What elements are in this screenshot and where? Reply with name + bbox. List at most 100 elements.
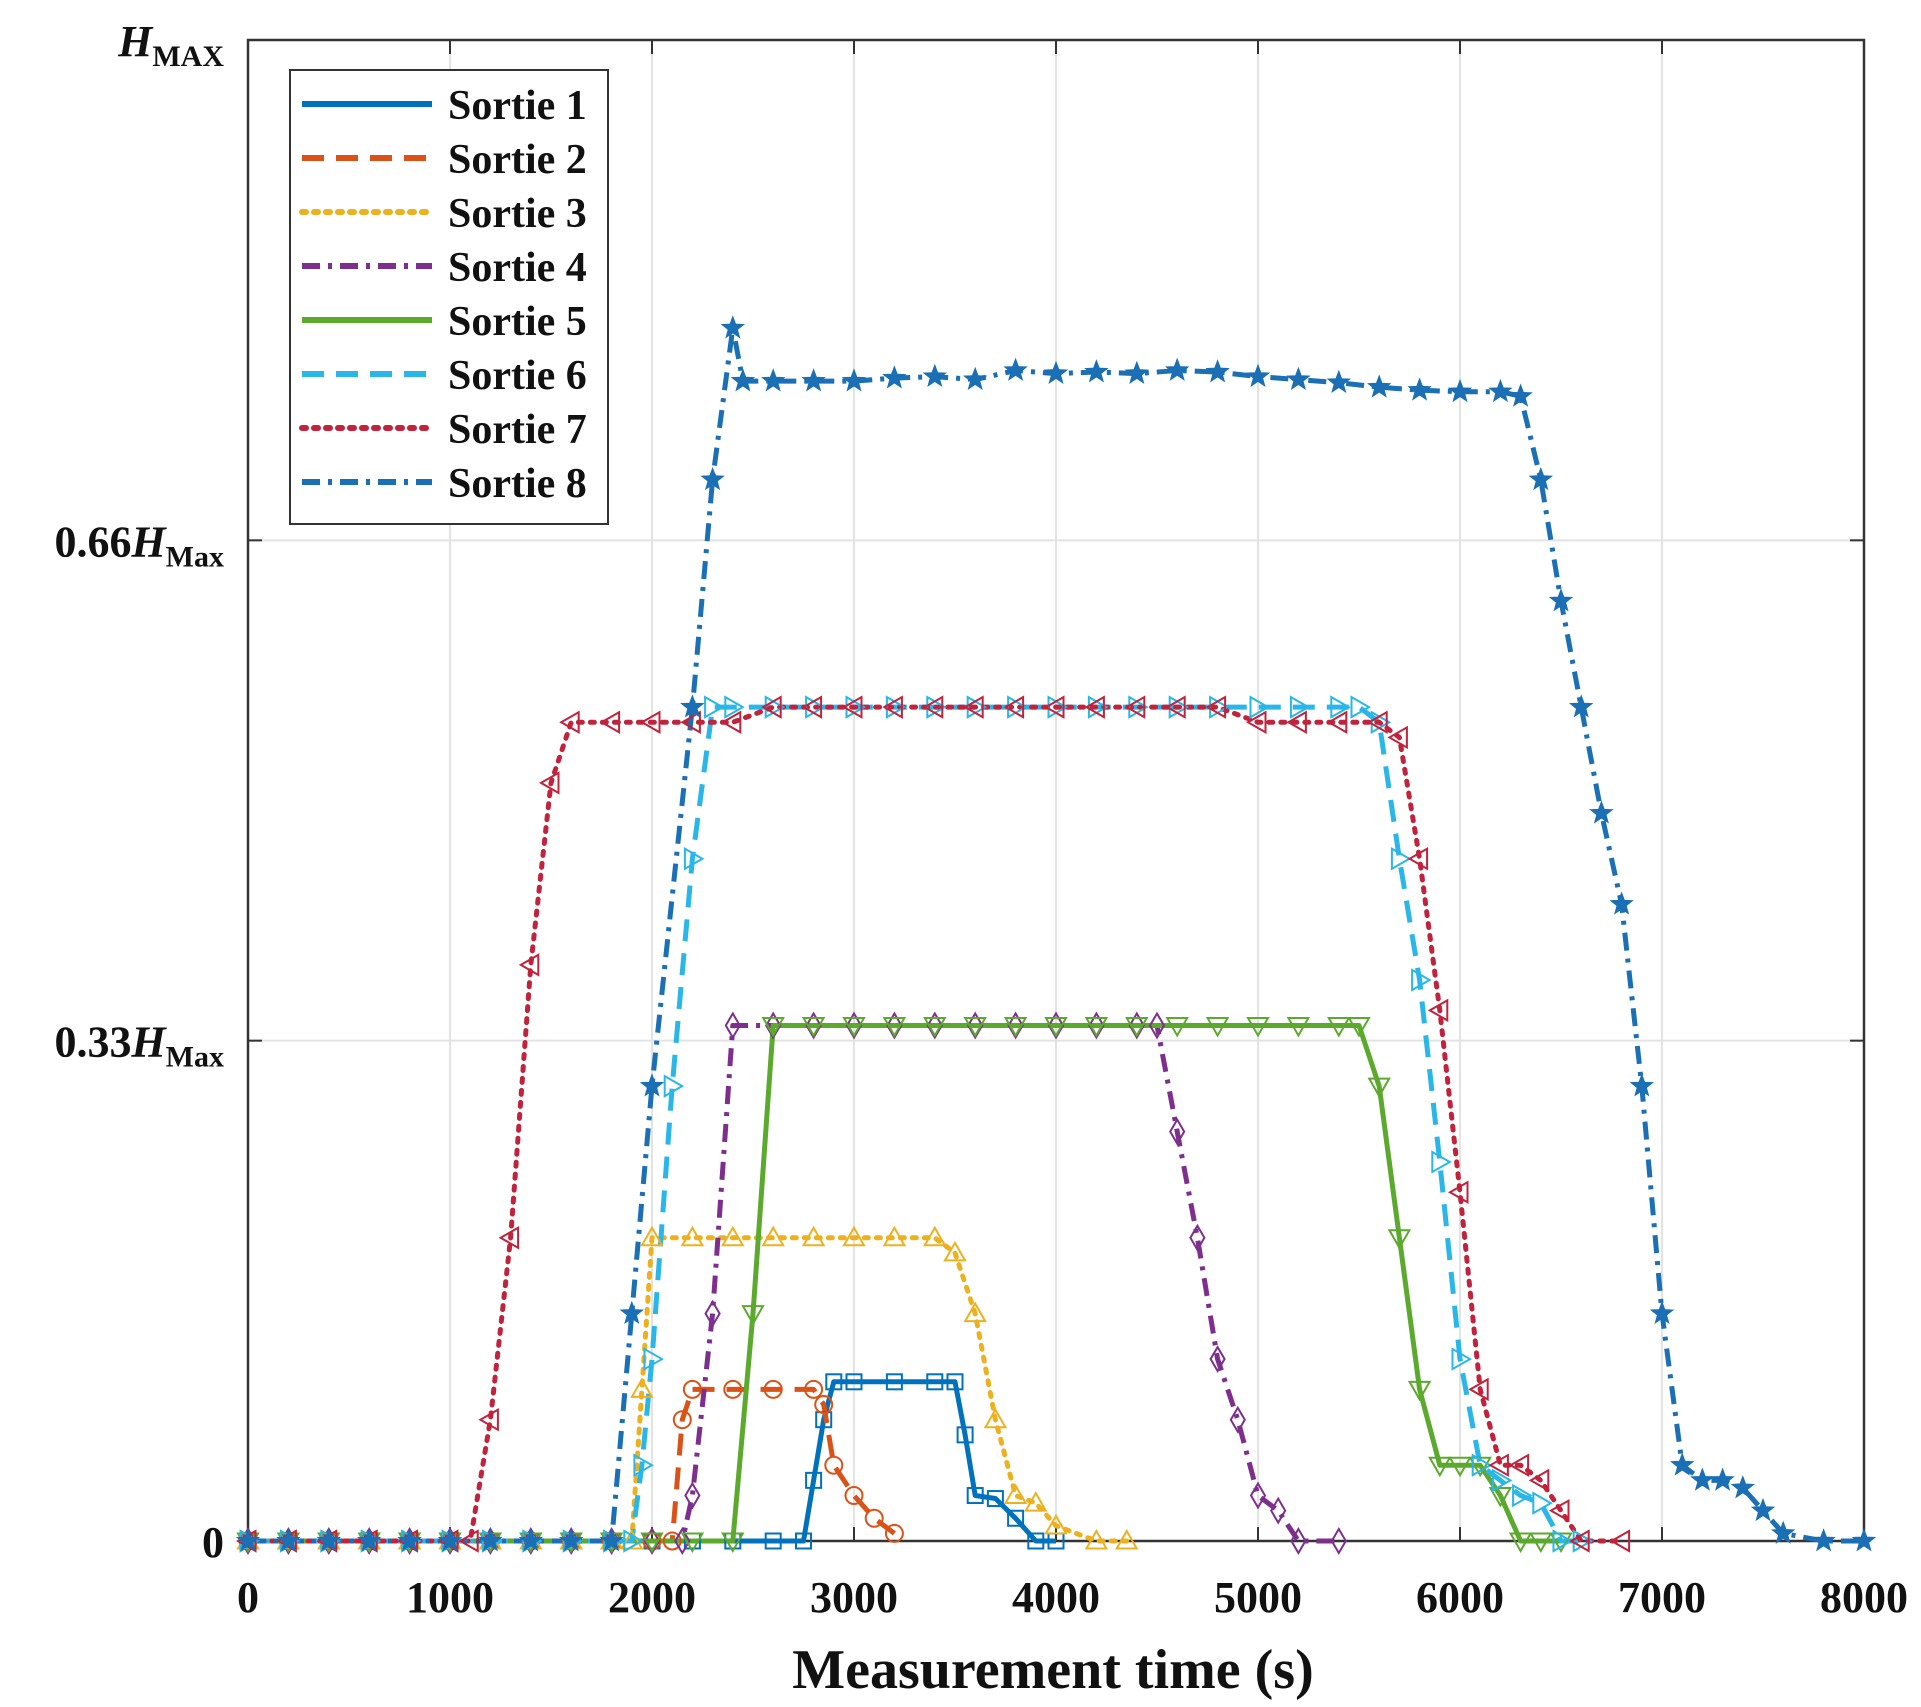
marker-sortie-8 (680, 694, 705, 718)
x-tick-labels: 0 1000 2000 3000 4000 5000 6000 7000 8000 (237, 1573, 1908, 1622)
x-axis-title: Measurement time (s) (792, 1639, 1313, 1701)
marker-sortie-5 (1488, 1487, 1513, 1508)
marker-sortie-8 (1629, 1073, 1655, 1097)
marker-sortie-8 (1407, 377, 1432, 401)
series-markers (235, 315, 1877, 1555)
marker-sortie-6 (1350, 695, 1372, 719)
marker-sortie-1 (1007, 1509, 1025, 1527)
marker-sortie-8 (1548, 588, 1574, 612)
marker-sortie-1 (805, 1471, 823, 1489)
marker-sortie-8 (316, 1528, 342, 1552)
marker-sortie-8 (1447, 378, 1473, 403)
marker-sortie-6 (764, 695, 786, 719)
marker-sortie-1 (825, 1373, 843, 1391)
marker-sortie-8 (922, 363, 948, 387)
marker-sortie-5 (1529, 1532, 1553, 1554)
marker-sortie-7 (1245, 710, 1267, 734)
marker-sortie-3 (721, 1225, 745, 1247)
marker-sortie-8 (700, 466, 725, 491)
marker-sortie-5 (1468, 1456, 1492, 1478)
marker-sortie-6 (1572, 1529, 1594, 1553)
marker-sortie-8 (962, 366, 988, 391)
marker-sortie-4 (1209, 1345, 1226, 1374)
legend-label-sortie-3: Sortie 3 (448, 191, 587, 237)
marker-sortie-3 (963, 1301, 987, 1323)
marker-sortie-8 (841, 368, 867, 392)
marker-sortie-7 (1205, 695, 1227, 719)
marker-sortie-7 (639, 710, 661, 734)
marker-sortie-8 (619, 1300, 645, 1324)
marker-sortie-4 (1189, 1223, 1206, 1252)
marker-sortie-6 (1532, 1491, 1553, 1515)
marker-sortie-8 (1811, 1528, 1836, 1552)
marker-sortie-7 (1286, 710, 1307, 734)
marker-sortie-8 (1568, 694, 1594, 718)
legend: Sortie 1 Sortie 2 Sortie 3 Sortie 4 Sortie 5… (289, 69, 609, 525)
marker-sortie-2 (763, 1379, 783, 1399)
marker-sortie-8 (1851, 1528, 1877, 1552)
marker-sortie-6 (1168, 695, 1190, 719)
x-tick-label: 6000 (1416, 1573, 1504, 1622)
marker-sortie-5 (721, 1532, 745, 1554)
legend-label-sortie-4: Sortie 4 (448, 245, 587, 291)
marker-sortie-6 (1289, 695, 1311, 719)
grid-lines (248, 40, 1864, 1541)
marker-sortie-5 (1387, 1229, 1412, 1250)
marker-sortie-2 (884, 1523, 904, 1543)
marker-sortie-4 (1148, 1011, 1166, 1040)
x-tick-label: 4000 (1012, 1573, 1100, 1622)
marker-sortie-8 (1084, 359, 1109, 383)
marker-sortie-5 (741, 1305, 765, 1326)
marker-sortie-7 (559, 710, 580, 734)
marker-sortie-6 (724, 695, 745, 719)
marker-sortie-7 (1043, 695, 1065, 719)
marker-sortie-3 (630, 1377, 654, 1398)
marker-sortie-7 (1528, 1468, 1550, 1493)
x-tick-label: 7000 (1618, 1573, 1706, 1622)
y-tick-label: 0.33HMax (54, 1018, 224, 1074)
marker-sortie-4 (724, 1011, 741, 1040)
marker-sortie-8 (1589, 800, 1614, 824)
marker-sortie-3 (1084, 1528, 1109, 1550)
marker-sortie-6 (1552, 1529, 1574, 1553)
legend-label-sortie-8: Sortie 8 (448, 461, 587, 507)
marker-sortie-3 (983, 1407, 1008, 1429)
y-tick-label: 0.66HMax (54, 517, 224, 573)
marker-sortie-8 (1669, 1452, 1695, 1476)
marker-sortie-7 (680, 710, 701, 734)
marker-sortie-7 (478, 1407, 499, 1432)
marker-sortie-7 (1508, 1453, 1530, 1477)
y-tick-value: 0.66 (54, 517, 131, 566)
legend-label-sortie-1: Sortie 1 (448, 83, 587, 129)
marker-sortie-2 (682, 1379, 702, 1399)
marker-sortie-1 (926, 1373, 944, 1391)
y-tick-symbol: H (130, 517, 167, 566)
x-tick-label: 5000 (1214, 1573, 1302, 1622)
marker-sortie-8 (1609, 891, 1634, 915)
marker-sortie-4 (1330, 1527, 1347, 1555)
marker-sortie-6 (1512, 1483, 1533, 1508)
marker-sortie-8 (1488, 378, 1513, 403)
marker-sortie-5 (963, 1017, 987, 1038)
marker-sortie-4 (674, 1527, 691, 1555)
marker-sortie-1 (986, 1490, 1004, 1508)
marker-sortie-5 (1448, 1456, 1472, 1478)
marker-sortie-2 (864, 1508, 884, 1528)
marker-sortie-6 (704, 695, 725, 719)
marker-sortie-6 (1007, 695, 1028, 719)
y-tick-symbol: H (130, 1018, 167, 1067)
marker-sortie-8 (397, 1528, 422, 1552)
marker-sortie-6 (643, 1347, 665, 1371)
marker-sortie-3 (882, 1225, 907, 1247)
marker-sortie-5 (842, 1017, 866, 1038)
y-tick-value: 0 (202, 1518, 224, 1567)
marker-sortie-3 (923, 1225, 947, 1247)
marker-sortie-8 (558, 1528, 584, 1552)
marker-sortie-8 (437, 1528, 463, 1552)
marker-sortie-5 (923, 1017, 947, 1038)
marker-sortie-5 (1286, 1017, 1311, 1038)
marker-sortie-6 (623, 1529, 644, 1553)
marker-sortie-7 (841, 695, 863, 719)
marker-sortie-7 (1165, 695, 1186, 719)
